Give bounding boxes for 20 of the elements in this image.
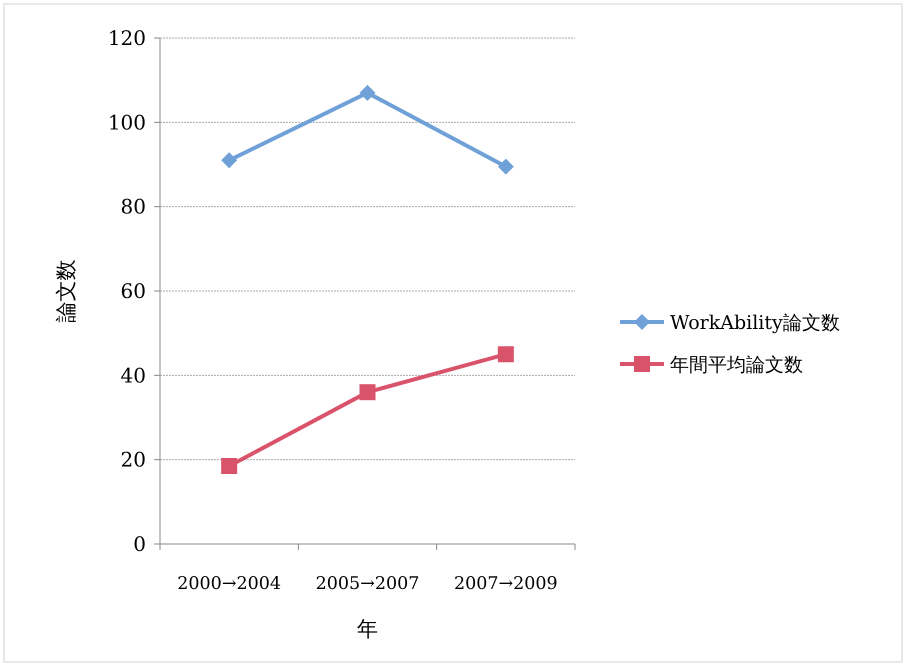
y-tick-label: 20 (120, 448, 146, 472)
point (360, 84, 376, 101)
point (221, 458, 238, 474)
point (498, 346, 514, 362)
y-tick-label: 80 (120, 194, 146, 219)
y-tick-label: 60 (120, 279, 146, 303)
x-axis-title: 年 (357, 617, 378, 641)
y-tick-label: 120 (108, 26, 146, 50)
y-tick-label: 0 (133, 532, 146, 556)
legend-label: WorkAbility論文数 (670, 312, 840, 334)
point (360, 384, 376, 400)
x-tick-label: 2007→2009 (454, 574, 558, 594)
x-tick-label: 2005→2007 (316, 574, 420, 594)
y-tick-label: 100 (108, 110, 146, 134)
y-tick-label: 40 (120, 363, 146, 388)
y-axis-title: 論文数 (54, 260, 78, 322)
x-tick-label: 2000→2004 (177, 574, 282, 594)
point (221, 152, 238, 168)
point (498, 158, 514, 175)
legend-label: 年間平均論文数 (670, 354, 803, 376)
